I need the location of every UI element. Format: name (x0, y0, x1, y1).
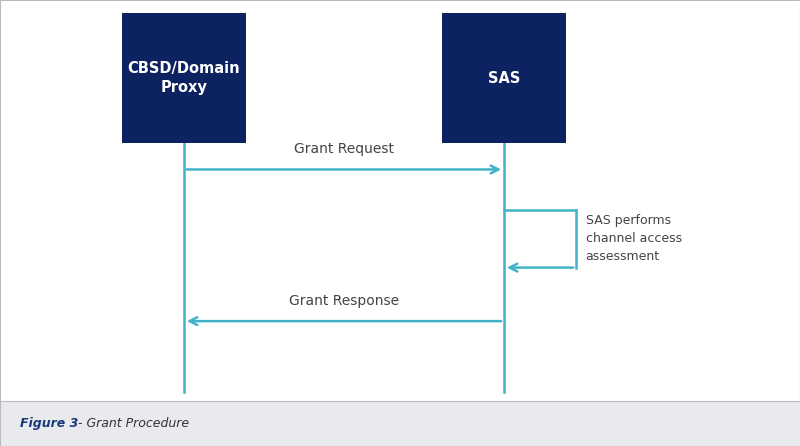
Text: Figure 3: Figure 3 (20, 417, 78, 430)
Text: - Grant Procedure: - Grant Procedure (74, 417, 190, 430)
Bar (122, 13, 246, 143)
Text: Grant Request: Grant Request (294, 142, 394, 156)
Text: SAS performs
channel access
assessment: SAS performs channel access assessment (586, 214, 682, 263)
Text: CBSD/Domain
Proxy: CBSD/Domain Proxy (128, 61, 240, 95)
Bar (0, 401, 800, 446)
Text: Grant Response: Grant Response (289, 294, 399, 308)
Text: SAS: SAS (488, 70, 520, 86)
Bar (442, 13, 566, 143)
